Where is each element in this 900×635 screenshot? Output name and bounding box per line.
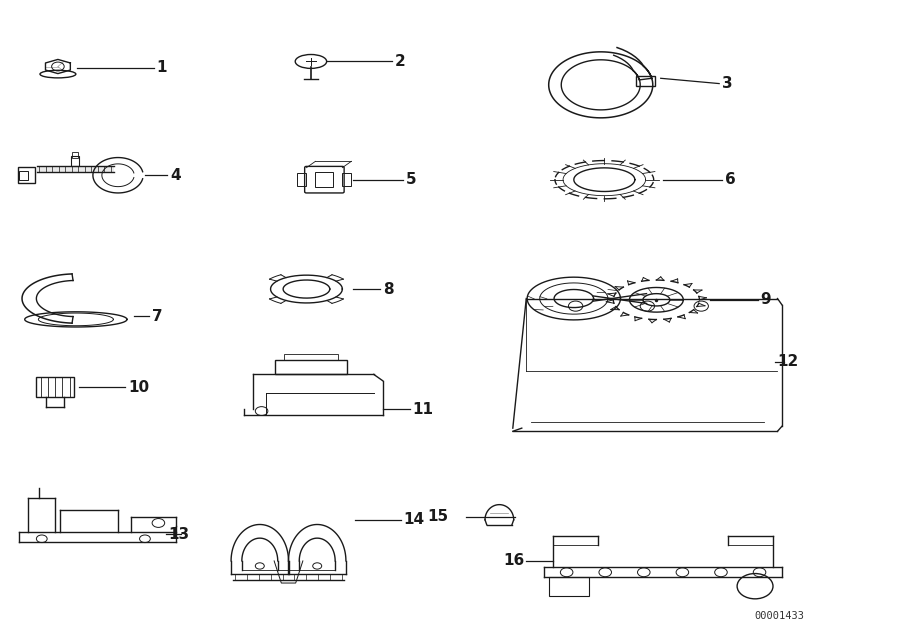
- Text: 11: 11: [412, 402, 433, 417]
- Bar: [342, 173, 351, 186]
- Bar: [17, 167, 35, 184]
- Text: 5: 5: [406, 172, 417, 187]
- Text: 15: 15: [428, 509, 448, 524]
- Bar: [298, 173, 306, 186]
- Text: 13: 13: [168, 527, 189, 542]
- Text: 00001433: 00001433: [754, 611, 805, 621]
- Bar: [36, 377, 74, 397]
- Text: 10: 10: [128, 380, 149, 394]
- Text: 7: 7: [152, 309, 163, 324]
- Text: 8: 8: [382, 281, 393, 297]
- Text: 14: 14: [403, 512, 425, 527]
- Text: 4: 4: [170, 168, 181, 183]
- Bar: [72, 152, 77, 157]
- Bar: [315, 172, 333, 187]
- Bar: [19, 171, 28, 180]
- Bar: [71, 156, 78, 166]
- Text: 12: 12: [778, 354, 798, 370]
- Bar: [635, 76, 655, 86]
- Text: 16: 16: [503, 554, 525, 568]
- Text: 3: 3: [722, 76, 733, 91]
- Bar: [549, 577, 590, 596]
- Text: 2: 2: [394, 54, 405, 69]
- Bar: [284, 354, 338, 361]
- Text: 6: 6: [724, 172, 735, 187]
- Text: 1: 1: [157, 60, 167, 76]
- Bar: [275, 361, 346, 375]
- Text: 9: 9: [760, 292, 771, 307]
